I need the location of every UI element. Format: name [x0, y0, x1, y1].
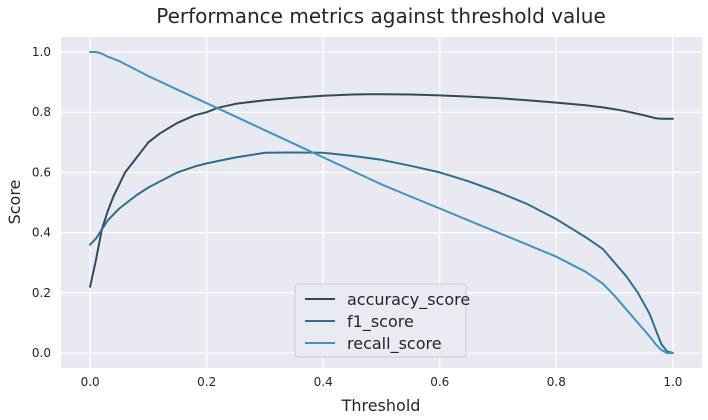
chart-title: Performance metrics against threshold va… [156, 4, 606, 28]
series-line-accuracy-score [89, 93, 674, 288]
series-lines [89, 51, 674, 354]
series-line-recall-score [89, 51, 674, 354]
x-tick-label: 0.0 [81, 375, 100, 389]
x-tick-label: 0.6 [430, 375, 449, 389]
x-tick-labels: 0.0 0.2 0.4 0.6 0.8 1.0 [81, 375, 683, 389]
x-axis-label: Threshold [341, 396, 421, 415]
x-tick-label: 0.8 [547, 375, 566, 389]
y-tick-label: 0.0 [32, 346, 51, 360]
series-line-f1-score [89, 151, 674, 354]
y-tick-label: 1.0 [32, 45, 51, 59]
legend-label: recall_score [347, 334, 442, 354]
y-tick-label: 0.2 [32, 286, 51, 300]
y-tick-label: 0.6 [32, 165, 51, 179]
y-tick-label: 0.4 [32, 226, 51, 240]
y-axis-label: Score [5, 180, 24, 225]
y-tick-labels: 0.0 0.2 0.4 0.6 0.8 1.0 [32, 45, 51, 360]
legend-label: accuracy_score [347, 290, 470, 310]
y-tick-label: 0.8 [32, 105, 51, 119]
grid-lines [61, 37, 702, 368]
x-tick-label: 0.4 [314, 375, 333, 389]
legend-label: f1_score [347, 312, 414, 332]
x-tick-label: 1.0 [663, 375, 682, 389]
x-tick-label: 0.2 [197, 375, 216, 389]
legend-box [294, 283, 467, 358]
